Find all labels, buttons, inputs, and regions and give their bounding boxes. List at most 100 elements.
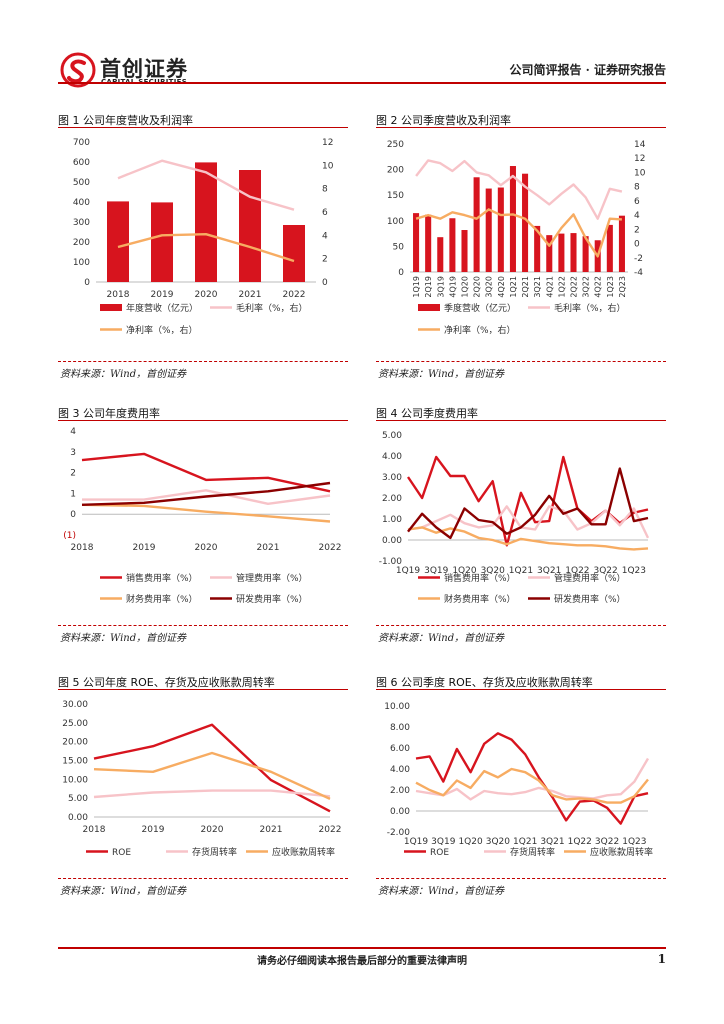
- figure-1-annual-revenue-margin: 图 1 公司年度营收及利润率 资料来源：Wind，首创证券 0 100 200 300 40…: [58, 110, 348, 381]
- y2-tick-label: 12: [322, 138, 333, 148]
- bar: [107, 201, 129, 282]
- x-tick-label: 2Q19: [424, 276, 433, 298]
- figure-source: 资料来源：Wind，首创证券: [378, 369, 505, 380]
- legend-label: 财务费用率（%）: [444, 593, 516, 605]
- figure-4-quarterly-expense-ratio: 图 4 公司季度费用率 资料来源：Wind，首创证券 -1.00 0.00 1.00 2.…: [376, 403, 666, 645]
- legend-label: 毛利率（%，右）: [554, 302, 626, 314]
- y2-tick-label: 10: [322, 161, 334, 171]
- series-line: [415, 767, 649, 804]
- y-tick-label: 8.00: [390, 723, 410, 733]
- series-line: [82, 489, 331, 506]
- x-tick-label: 2Q22: [570, 276, 579, 298]
- y-tick-label: 3.00: [382, 473, 402, 483]
- series-line: [117, 159, 295, 211]
- figure-source: 资料来源：Wind，首创证券: [378, 633, 505, 644]
- source-divider: [58, 878, 348, 880]
- y-tick-label: -2.00: [387, 828, 411, 838]
- x-tick-label: 3Q20: [486, 837, 511, 847]
- y-tick-label: 10.00: [62, 775, 88, 785]
- y-tick-label: 0.00: [68, 813, 88, 823]
- y-tick-label: 0: [398, 268, 404, 278]
- x-tick-label: 2018: [83, 825, 106, 835]
- x-tick-label: 2022: [283, 290, 306, 300]
- legend-entry: 年度营收（亿元）: [100, 302, 198, 314]
- y2-tick-label: 8: [322, 185, 328, 195]
- figure-title: 图 3 公司年度费用率: [58, 407, 160, 420]
- legend-entry: 财务费用率（%）: [100, 593, 198, 605]
- x-tick-label: 3Q21: [537, 566, 561, 576]
- legend-label: 毛利率（%，右）: [236, 302, 308, 314]
- bar: [413, 213, 420, 272]
- legend-swatch: [100, 304, 122, 311]
- bar: [606, 224, 613, 272]
- legend-swatch: [418, 304, 440, 311]
- legend-label: 研发费用率（%）: [236, 593, 308, 605]
- logo-icon: [60, 52, 96, 88]
- y-tick-label: 0: [84, 278, 90, 288]
- y2-tick-label: 2: [322, 255, 328, 265]
- figure-title-underline: [376, 689, 666, 690]
- x-tick-label: 4Q21: [545, 276, 554, 298]
- x-tick-label: 3Q22: [595, 837, 619, 847]
- x-tick-label: 2020: [195, 543, 218, 553]
- legend-entry: 管理费用率（%）: [210, 572, 308, 584]
- series-line: [407, 526, 649, 551]
- y-tick-label: 4: [70, 427, 76, 437]
- figure-title: 图 6 公司季度 ROE、存货及应收账款周转率: [376, 676, 593, 689]
- bar: [570, 233, 577, 272]
- series-line: [415, 732, 649, 825]
- legend-label: 研发费用率（%）: [554, 593, 626, 605]
- series-line: [407, 467, 649, 540]
- series-line: [93, 789, 331, 799]
- legend-entry: 存货周转率: [166, 846, 237, 858]
- bar: [195, 162, 217, 282]
- y2-tick-label: 0: [634, 240, 640, 250]
- y-tick-label: 4.00: [390, 765, 410, 775]
- y-tick-label: 100: [387, 217, 404, 227]
- y-tick-label: 150: [387, 191, 404, 201]
- source-divider: [376, 878, 666, 880]
- legend-label: 年度营收（亿元）: [126, 302, 198, 314]
- bar: [473, 177, 480, 272]
- bar: [558, 233, 565, 272]
- x-tick-label: 1Q23: [606, 276, 615, 298]
- y-tick-label: 20.00: [62, 738, 88, 748]
- y-tick-label: 0: [70, 510, 76, 520]
- footer-divider: [58, 947, 666, 949]
- y-tick-label: 100: [73, 258, 90, 268]
- bar: [534, 225, 541, 272]
- fig1-chart: 0 100 200 300 400 500 600 700 0 2 4 6 8 10 12 2018 2019 2…: [73, 138, 334, 336]
- legend-label: 存货周转率: [510, 846, 555, 858]
- y2-tick-label: 14: [634, 140, 646, 150]
- x-tick-label: 1Q21: [509, 566, 533, 576]
- x-tick-label: 3Q21: [540, 837, 564, 847]
- legal-disclaimer: 请务必仔细阅读本报告最后部分的重要法律声明: [257, 956, 467, 967]
- legend-entry: 存货周转率: [484, 846, 555, 858]
- y-tick-label: 30.00: [62, 700, 88, 710]
- x-tick-label: 1Q19: [412, 276, 421, 298]
- series-line: [415, 757, 650, 801]
- x-tick-label: 4Q22: [594, 276, 603, 298]
- figure-source: 资料来源：Wind，首创证券: [60, 633, 187, 644]
- legend-entry: 净利率（%，右）: [418, 324, 516, 336]
- figure-6-quarterly-roe-turnover: 图 6 公司季度 ROE、存货及应收账款周转率 资料来源：Wind，首创证券 -2.…: [376, 672, 666, 898]
- report-type: 公司简评报告 · 证券研究报告: [509, 63, 666, 77]
- bar: [461, 230, 468, 272]
- legend-entry: 研发费用率（%）: [210, 593, 308, 605]
- figure-title-underline: [58, 689, 348, 690]
- x-tick-label: 1Q22: [568, 837, 592, 847]
- x-tick-label: 3Q22: [582, 276, 591, 298]
- series-line: [81, 481, 331, 506]
- y-tick-label: 25.00: [62, 719, 88, 729]
- series-line: [415, 208, 622, 258]
- fig5-chart: 0.00 5.00 10.00 15.00 20.00 25.00 30.00 2018 201…: [62, 700, 341, 858]
- bar: [151, 202, 173, 282]
- y-tick-label: 2: [70, 469, 76, 479]
- y2-tick-label: 0: [322, 278, 328, 288]
- logo-chinese-name: 首创证券: [100, 57, 188, 81]
- x-tick-label: 1Q20: [461, 276, 470, 298]
- x-tick-label: 3Q21: [533, 276, 542, 298]
- x-tick-label: 1Q22: [565, 566, 589, 576]
- x-tick-label: 2020: [195, 290, 218, 300]
- legend-entry: ROE: [86, 848, 131, 858]
